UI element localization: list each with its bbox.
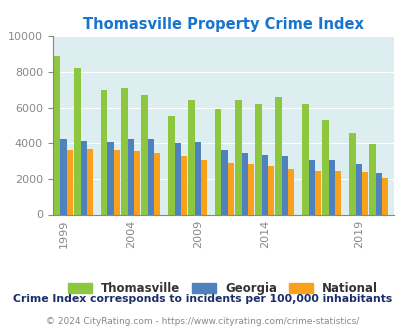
Bar xyxy=(348,133,355,214)
Bar xyxy=(261,155,267,214)
Bar xyxy=(215,109,221,214)
Bar xyxy=(141,95,147,214)
Bar xyxy=(322,120,328,214)
Bar xyxy=(54,56,60,214)
Bar xyxy=(168,116,174,214)
Bar xyxy=(221,150,227,214)
Bar xyxy=(281,156,288,214)
Bar xyxy=(369,144,375,214)
Bar xyxy=(227,163,234,214)
Bar xyxy=(308,160,314,214)
Bar xyxy=(288,169,294,214)
Bar xyxy=(60,139,66,214)
Bar xyxy=(328,160,334,214)
Bar xyxy=(113,150,120,214)
Text: Crime Index corresponds to incidents per 100,000 inhabitants: Crime Index corresponds to incidents per… xyxy=(13,294,392,304)
Bar xyxy=(101,90,107,214)
Bar xyxy=(361,172,367,214)
Bar xyxy=(153,153,160,214)
Bar xyxy=(302,104,308,214)
Bar xyxy=(241,153,247,214)
Bar xyxy=(381,178,388,214)
Bar xyxy=(80,141,87,214)
Bar xyxy=(375,173,381,214)
Bar xyxy=(194,142,200,214)
Bar xyxy=(267,166,274,214)
Bar xyxy=(174,143,180,214)
Bar xyxy=(74,68,80,215)
Bar xyxy=(107,142,113,214)
Bar xyxy=(87,148,93,214)
Bar xyxy=(180,156,187,214)
Bar xyxy=(314,171,320,214)
Bar xyxy=(247,164,254,214)
Bar xyxy=(334,171,341,214)
Title: Thomasville Property Crime Index: Thomasville Property Crime Index xyxy=(83,17,363,32)
Bar xyxy=(255,104,261,214)
Bar xyxy=(355,164,361,214)
Bar xyxy=(200,160,207,214)
Bar xyxy=(188,100,194,214)
Text: © 2024 CityRating.com - https://www.cityrating.com/crime-statistics/: © 2024 CityRating.com - https://www.city… xyxy=(46,317,359,326)
Bar xyxy=(134,151,140,214)
Bar xyxy=(121,88,127,214)
Bar xyxy=(234,100,241,214)
Legend: Thomasville, Georgia, National: Thomasville, Georgia, National xyxy=(64,278,382,300)
Bar xyxy=(66,150,73,214)
Bar xyxy=(147,139,153,214)
Bar xyxy=(275,97,281,214)
Bar xyxy=(127,139,134,214)
